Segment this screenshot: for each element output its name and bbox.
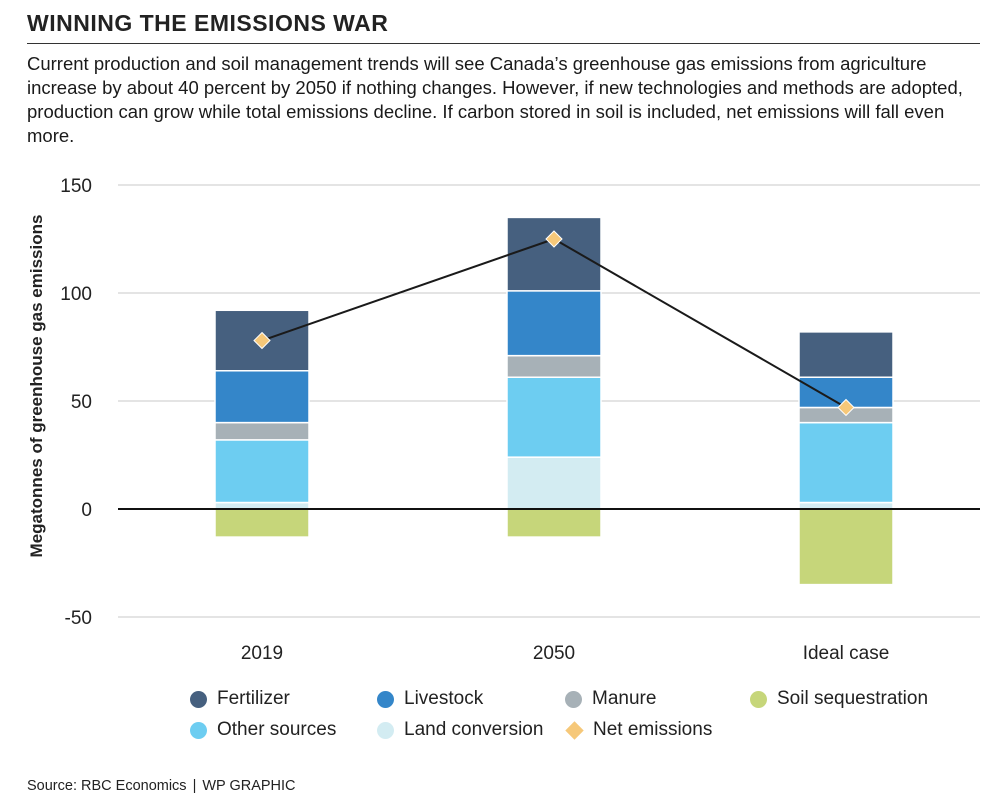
bar-2019-other-sources bbox=[214, 439, 310, 504]
legend-item-fertilizer: Fertilizer bbox=[190, 688, 290, 710]
bar-ideal-case-other-sources bbox=[798, 421, 894, 504]
legend-label: Land conversion bbox=[404, 719, 544, 740]
legend-swatch bbox=[565, 690, 582, 708]
net-emissions-marker-2019 bbox=[253, 331, 271, 350]
bar-2019-soil-sequestration bbox=[214, 508, 310, 538]
source-separator: | bbox=[192, 778, 197, 794]
x-tick-label: 2019 bbox=[241, 643, 283, 664]
y-tick-label: 50 bbox=[71, 392, 92, 413]
legend-item-net-emissions: Net emissions bbox=[565, 719, 712, 741]
bar-ideal-case-soil-sequestration bbox=[798, 508, 894, 586]
x-tick-label: 2050 bbox=[533, 643, 575, 664]
net-emissions-marker-2050 bbox=[545, 230, 563, 248]
net-emissions-marker-ideal-case bbox=[837, 398, 855, 417]
bar-2050-land-conversion bbox=[506, 456, 602, 510]
legend-item-manure: Manure bbox=[565, 688, 656, 710]
source-text: Source: RBC Economics bbox=[27, 778, 187, 794]
legend-item-soil-sequestration: Soil sequestration bbox=[750, 688, 928, 710]
y-tick-label: -50 bbox=[65, 608, 92, 629]
bar-2050-manure bbox=[506, 354, 602, 378]
legend-swatch bbox=[190, 690, 207, 708]
legend-swatch bbox=[377, 721, 394, 739]
y-tick-label: 150 bbox=[60, 176, 92, 197]
y-tick-label: 0 bbox=[81, 500, 92, 521]
legend-label: Livestock bbox=[404, 688, 484, 709]
legend-swatch bbox=[565, 720, 584, 740]
legend-label: Fertilizer bbox=[217, 688, 290, 709]
chart-description: Current production and soil management t… bbox=[27, 53, 963, 146]
legend-item-livestock: Livestock bbox=[377, 688, 483, 710]
y-axis-label: Megatonnes of greenhouse gas emissions bbox=[27, 215, 46, 558]
source-credit: Source: RBC Economics | WP GRAPHIC bbox=[27, 778, 296, 794]
title-rule bbox=[27, 43, 980, 44]
legend-swatch bbox=[377, 690, 394, 708]
legend-item-other-sources: Other sources bbox=[190, 719, 336, 741]
legend-item-land-conversion: Land conversion bbox=[377, 719, 543, 741]
chart-title: WINNING THE EMISSIONS WAR bbox=[27, 10, 389, 36]
legend-swatch bbox=[750, 690, 767, 708]
bar-2019-livestock bbox=[214, 370, 310, 424]
legend-label: Other sources bbox=[217, 719, 337, 740]
graphic-credit: WP GRAPHIC bbox=[202, 778, 296, 794]
bar-ideal-case-fertilizer bbox=[798, 331, 894, 378]
bar-2050-livestock bbox=[506, 290, 602, 357]
legend-label: Net emissions bbox=[593, 719, 713, 740]
x-tick-label: Ideal case bbox=[803, 643, 890, 664]
legend-label: Soil sequestration bbox=[777, 688, 929, 709]
legend-label: Manure bbox=[592, 688, 657, 709]
bar-2050-soil-sequestration bbox=[506, 508, 602, 538]
bar-2050-fertilizer bbox=[506, 216, 602, 292]
bar-2019-manure bbox=[214, 421, 310, 441]
legend-swatch bbox=[190, 721, 207, 739]
bar-2050-other-sources bbox=[506, 376, 602, 458]
y-tick-label: 100 bbox=[60, 284, 92, 305]
